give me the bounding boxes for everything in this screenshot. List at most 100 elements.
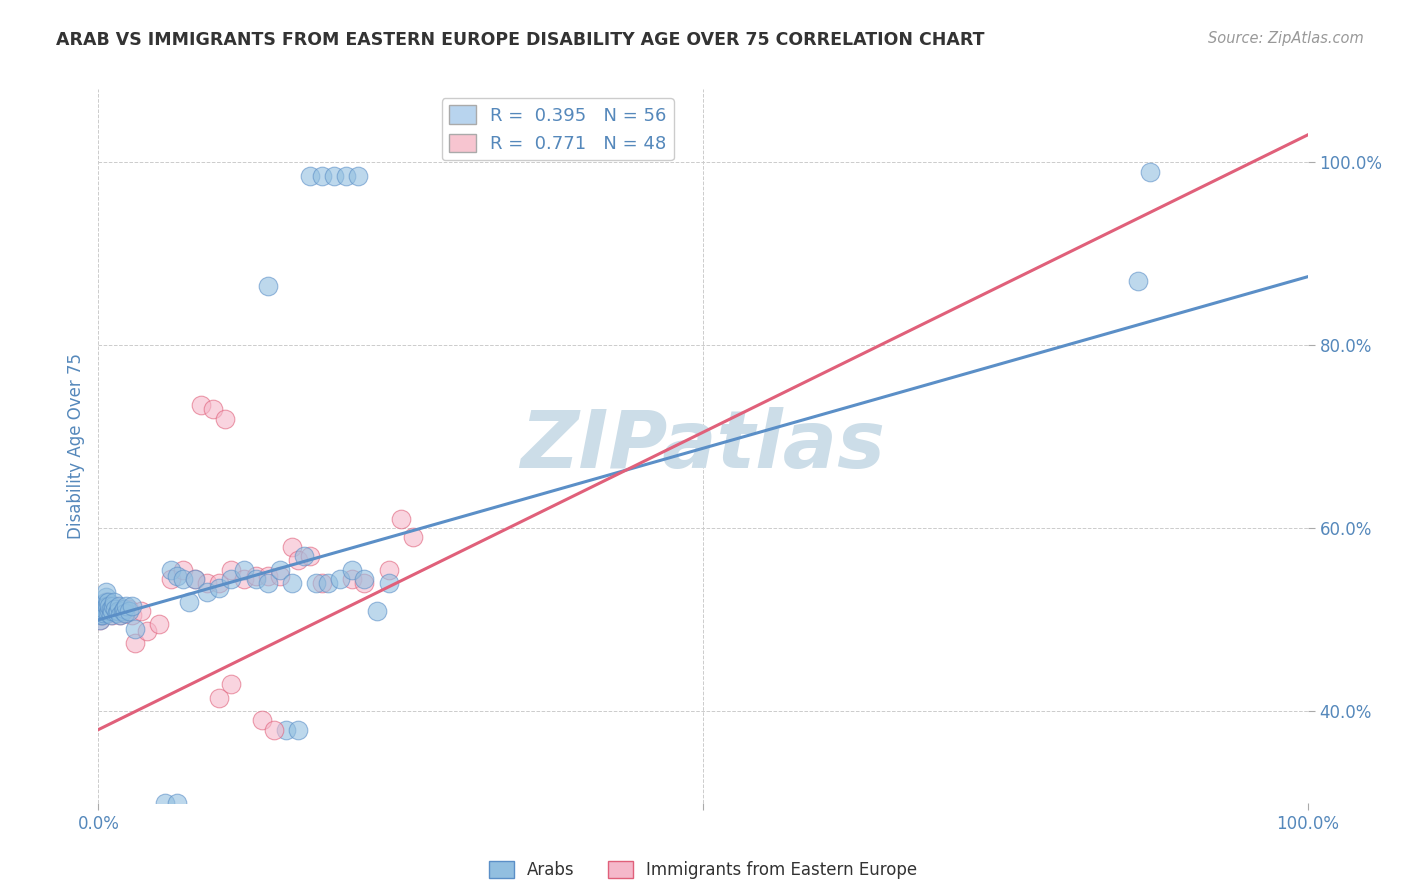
Point	[263, 723, 285, 737]
Point	[274, 723, 297, 737]
Point	[172, 572, 194, 586]
Point	[100, 608, 122, 623]
Point	[402, 531, 425, 545]
Point	[104, 599, 127, 613]
Point	[298, 169, 321, 183]
Point	[107, 604, 129, 618]
Point	[342, 562, 364, 576]
Point	[250, 714, 273, 728]
Point	[281, 540, 304, 554]
Point	[94, 594, 117, 608]
Point	[108, 608, 131, 623]
Point	[91, 608, 114, 623]
Point	[108, 599, 131, 613]
Point	[108, 608, 131, 623]
Point	[93, 602, 115, 616]
Y-axis label: Disability Age Over 75: Disability Age Over 75	[66, 353, 84, 539]
Point	[90, 608, 112, 623]
Point	[90, 604, 112, 618]
Point	[111, 604, 134, 618]
Point	[190, 398, 212, 412]
Point	[91, 608, 114, 623]
Point	[305, 576, 328, 591]
Point	[214, 411, 236, 425]
Point	[112, 602, 135, 616]
Point	[96, 599, 118, 613]
Point	[269, 569, 291, 583]
Point	[91, 599, 114, 613]
Point	[347, 169, 370, 183]
Point	[148, 617, 170, 632]
Point	[129, 604, 152, 618]
Text: ZIPatlas: ZIPatlas	[520, 407, 886, 485]
Point	[256, 576, 278, 591]
Point	[256, 279, 278, 293]
Point	[287, 723, 309, 737]
Point	[329, 572, 352, 586]
Point	[195, 585, 218, 599]
Point	[221, 572, 243, 586]
Point	[121, 608, 143, 623]
Point	[245, 569, 267, 583]
Point	[89, 613, 111, 627]
Point	[105, 606, 128, 620]
Point	[172, 562, 194, 576]
Point	[208, 581, 231, 595]
Point	[94, 585, 117, 599]
Point	[103, 594, 125, 608]
Point	[101, 604, 124, 618]
Point	[98, 604, 121, 618]
Point	[232, 572, 254, 586]
Point	[184, 572, 207, 586]
Point	[195, 576, 218, 591]
Point	[342, 572, 364, 586]
Point	[160, 562, 183, 576]
Point	[323, 169, 346, 183]
Point	[97, 606, 120, 620]
Point	[118, 602, 141, 616]
Point	[232, 562, 254, 576]
Point	[100, 604, 122, 618]
Point	[98, 604, 121, 618]
Text: Source: ZipAtlas.com: Source: ZipAtlas.com	[1208, 31, 1364, 46]
Point	[353, 572, 375, 586]
Point	[91, 606, 114, 620]
Point	[90, 608, 112, 623]
Point	[93, 596, 115, 610]
Point	[335, 169, 357, 183]
Point	[160, 572, 183, 586]
Point	[316, 576, 339, 591]
Point	[97, 594, 120, 608]
Point	[1139, 164, 1161, 178]
Point	[103, 602, 125, 616]
Point	[93, 606, 115, 620]
Point	[89, 613, 111, 627]
Point	[353, 576, 375, 591]
Point	[94, 596, 117, 610]
Point	[221, 562, 243, 576]
Point	[202, 402, 225, 417]
Point	[114, 606, 136, 620]
Point	[221, 677, 243, 691]
Point	[100, 608, 122, 623]
Point	[287, 553, 309, 567]
Point	[269, 562, 291, 576]
Point	[184, 572, 207, 586]
Point	[153, 796, 176, 810]
Point	[135, 624, 157, 638]
Point	[256, 569, 278, 583]
Point	[311, 169, 333, 183]
Point	[166, 796, 188, 810]
Point	[96, 599, 118, 613]
Point	[90, 604, 112, 618]
Point	[124, 622, 146, 636]
Text: ARAB VS IMMIGRANTS FROM EASTERN EUROPE DISABILITY AGE OVER 75 CORRELATION CHART: ARAB VS IMMIGRANTS FROM EASTERN EUROPE D…	[56, 31, 984, 49]
Point	[124, 636, 146, 650]
Point	[121, 599, 143, 613]
Point	[245, 572, 267, 586]
Point	[208, 576, 231, 591]
Point	[104, 602, 127, 616]
Legend: Arabs, Immigrants from Eastern Europe: Arabs, Immigrants from Eastern Europe	[482, 854, 924, 886]
Point	[91, 599, 114, 613]
Point	[281, 576, 304, 591]
